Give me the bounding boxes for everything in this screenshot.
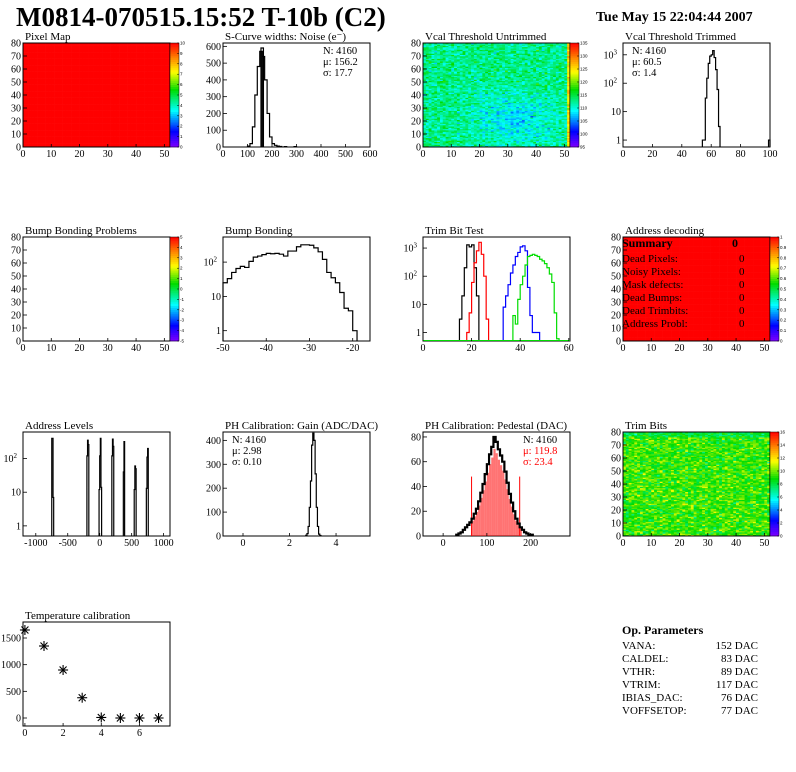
palette-swatch (170, 70, 179, 72)
palette-tick-label: 8 (180, 61, 183, 66)
x-tick-label: 0 (221, 149, 226, 160)
palette-swatch (170, 143, 179, 145)
palette-swatch (170, 60, 179, 62)
palette-swatch (170, 53, 179, 55)
y-tick-label: 50 (11, 78, 21, 89)
palette-tick-label: 10 (180, 41, 186, 46)
y-tick-label: 300 (206, 92, 221, 103)
palette-swatch (170, 99, 179, 101)
x-tick-label: 20 (75, 149, 85, 160)
stats-line: σ: 17.7 (323, 68, 353, 79)
palette-swatch (170, 87, 179, 89)
palette-swatch (170, 122, 179, 124)
y-tick-label: 200 (206, 109, 221, 120)
x-tick-label: 0 (21, 149, 26, 160)
plot-title: Vcal Threshold Untrimmed (425, 31, 547, 43)
palette-swatch (170, 112, 179, 114)
y-tick-label: 20 (11, 117, 21, 128)
x-tick-label: 300 (289, 149, 304, 160)
palette-swatch (170, 74, 179, 76)
palette-swatch (170, 110, 179, 112)
palette-swatch (170, 116, 179, 118)
palette-swatch (170, 58, 179, 60)
x-tick-label: 200 (265, 149, 280, 160)
palette-tick-label: 9 (180, 51, 183, 56)
palette-swatch (170, 89, 179, 91)
palette-swatch (170, 76, 179, 78)
plot-title: Pixel Map (25, 31, 71, 43)
palette-swatch (170, 91, 179, 93)
x-tick-label: 100 (240, 149, 255, 160)
y-tick-label: 30 (11, 104, 21, 115)
y-tick-label: 60 (11, 65, 21, 76)
y-tick-label: 40 (11, 91, 21, 102)
palette-swatch (170, 85, 179, 87)
palette-swatch (170, 139, 179, 141)
x-tick-label: 50 (159, 149, 169, 160)
palette-swatch (170, 95, 179, 97)
palette-swatch (170, 132, 179, 134)
palette-tick-label: 5 (180, 93, 183, 98)
palette-swatch (170, 49, 179, 51)
palette-swatch (170, 43, 179, 45)
stats-line: N: 4160 (323, 46, 357, 57)
y-tick-label: 0 (216, 143, 221, 154)
y-tick-label: 500 (206, 59, 221, 70)
palette-swatch (170, 55, 179, 57)
palette-tick-label: 6 (180, 82, 183, 87)
palette-swatch (170, 101, 179, 103)
palette-swatch (170, 105, 179, 107)
palette-swatch (170, 64, 179, 66)
x-tick-label: 30 (103, 149, 113, 160)
palette-swatch (170, 130, 179, 132)
palette-swatch (170, 126, 179, 128)
palette-tick-label: 4 (180, 103, 183, 108)
palette-swatch (170, 47, 179, 49)
y-tick-label: 100 (206, 126, 221, 137)
y-tick-label: 400 (206, 75, 221, 86)
x-tick-label: 40 (131, 149, 141, 160)
plot-vcal-untrimmed: Vcal Threshold Untrimmed9510010511011512… (411, 31, 588, 160)
palette-tick-label: 7 (180, 72, 183, 77)
palette-swatch (170, 78, 179, 80)
palette-swatch (170, 45, 179, 47)
palette-swatch (170, 141, 179, 143)
palette-swatch (170, 97, 179, 99)
plot-s-curve: S-Curve widths: Noise (e⁻) N: 4160μ: 156.… (206, 31, 378, 160)
palette-swatch (170, 137, 179, 139)
palette-swatch (170, 118, 179, 120)
x-tick-label: 600 (363, 149, 378, 160)
palette-swatch (170, 66, 179, 68)
palette-swatch (170, 128, 179, 130)
y-tick-label: 10 (11, 130, 21, 141)
palette-tick-label: 2 (180, 124, 183, 129)
palette-tick-label: 3 (180, 113, 183, 118)
palette-tick-label: 0 (180, 145, 183, 150)
y-tick-label: 70 (11, 52, 21, 63)
palette-swatch (170, 68, 179, 70)
palette-swatch (170, 120, 179, 122)
x-tick-label: 500 (338, 149, 353, 160)
palette-swatch (170, 107, 179, 109)
y-tick-label: 600 (206, 42, 221, 53)
y-tick-label: 80 (11, 39, 21, 50)
x-tick-label: 400 (314, 149, 329, 160)
plot-title: S-Curve widths: Noise (e⁻) (225, 31, 346, 43)
palette-tick-label: 1 (180, 134, 183, 139)
y-tick-label: 0 (16, 143, 21, 154)
palette-swatch (170, 80, 179, 82)
x-tick-label: 10 (46, 149, 56, 160)
stats-line: μ: 156.2 (323, 57, 358, 68)
